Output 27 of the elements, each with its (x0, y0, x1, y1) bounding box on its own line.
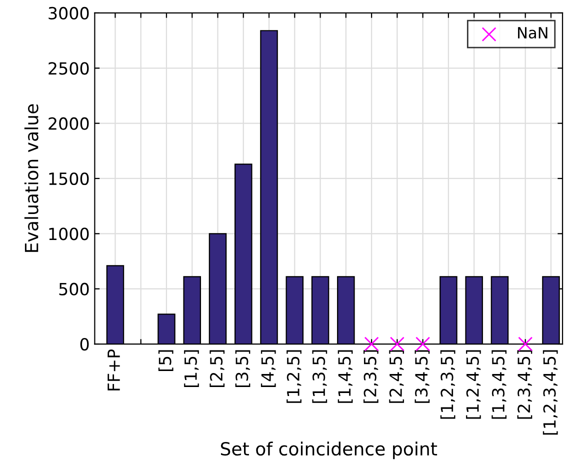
x-axis-title: Set of coincidence point (220, 442, 438, 460)
x-tick-label: [2,4,5] (389, 350, 404, 403)
x-tick-label: [1,2,5] (286, 350, 302, 403)
x-tick-label: [1,5] (184, 350, 199, 387)
y-tick-label: 1000 (49, 228, 89, 240)
y-tick-label: 500 (59, 282, 89, 296)
x-tick-label: [1,3,4,5] (492, 350, 507, 419)
legend-label: NaN (518, 27, 548, 39)
x-tick-label: [2,3,5] (363, 350, 378, 403)
x-tick-label: [1,2,3,4,5] (542, 350, 558, 435)
y-tick-label: 3000 (48, 6, 89, 20)
y-axis-title: Evaluation value (24, 104, 38, 252)
x-tick-label: [4,5] (260, 350, 276, 387)
x-tick-label: [1,3,5] (312, 350, 328, 403)
x-tick-label: [3,5] (235, 350, 250, 387)
x-tick-label: [5] (158, 350, 174, 372)
x-tick-label: [2,5] (210, 350, 225, 387)
x-tick-label: [1,2,4,5] (466, 350, 481, 419)
y-tick-label: 2000 (48, 117, 89, 130)
x-tick-label: [1,4,5] (338, 350, 353, 403)
x-tick-label: FF+P (108, 349, 120, 390)
x-tick-label: [3,4,5] (414, 350, 430, 403)
x-tick-label: [1,2,3,5] (440, 350, 456, 419)
y-tick-label: 0 (80, 338, 89, 351)
y-tick-label: 2500 (48, 62, 89, 75)
y-tick-label: 1500 (49, 172, 89, 186)
x-tick-label: [2,3,4,5] (517, 350, 532, 419)
